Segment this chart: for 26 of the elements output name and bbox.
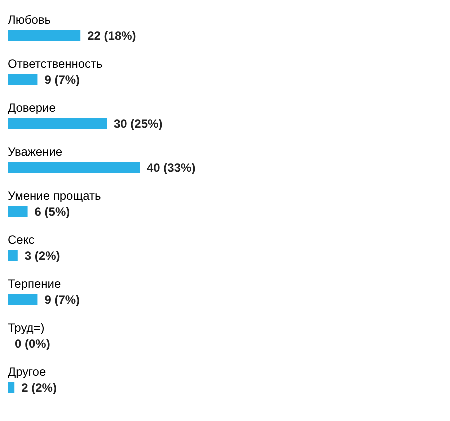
y-tick-label: Ответственность bbox=[8, 57, 103, 71]
data-label: 6 (5%) bbox=[34, 205, 70, 219]
data-label: 2 (2%) bbox=[22, 381, 57, 395]
y-tick-label: Труд=) bbox=[8, 321, 45, 335]
data-label: 9 (7%) bbox=[44, 73, 80, 87]
bar bbox=[8, 294, 38, 306]
y-tick-label: Умение прощать bbox=[8, 189, 102, 203]
y-tick-label: Другое bbox=[8, 365, 46, 379]
bar bbox=[8, 118, 107, 130]
bar bbox=[8, 250, 18, 262]
y-tick-label: Любовь bbox=[8, 13, 52, 27]
data-label: 9 (7%) bbox=[44, 293, 80, 307]
data-label: 30 (25%) bbox=[114, 117, 163, 131]
y-tick-label: Уважение bbox=[8, 145, 63, 159]
data-label: 0 (0%) bbox=[15, 337, 50, 351]
bar bbox=[8, 30, 81, 42]
y-tick-label: Секс bbox=[8, 233, 35, 247]
bar bbox=[8, 382, 15, 394]
data-label: 40 (33%) bbox=[147, 161, 196, 175]
bar bbox=[8, 162, 140, 174]
y-tick-label: Доверие bbox=[8, 101, 56, 115]
bar bbox=[8, 74, 38, 86]
bar bbox=[8, 206, 28, 218]
data-label: 22 (18%) bbox=[88, 29, 136, 43]
data-label: 3 (2%) bbox=[24, 249, 60, 263]
y-tick-label: Терпение bbox=[8, 277, 62, 291]
